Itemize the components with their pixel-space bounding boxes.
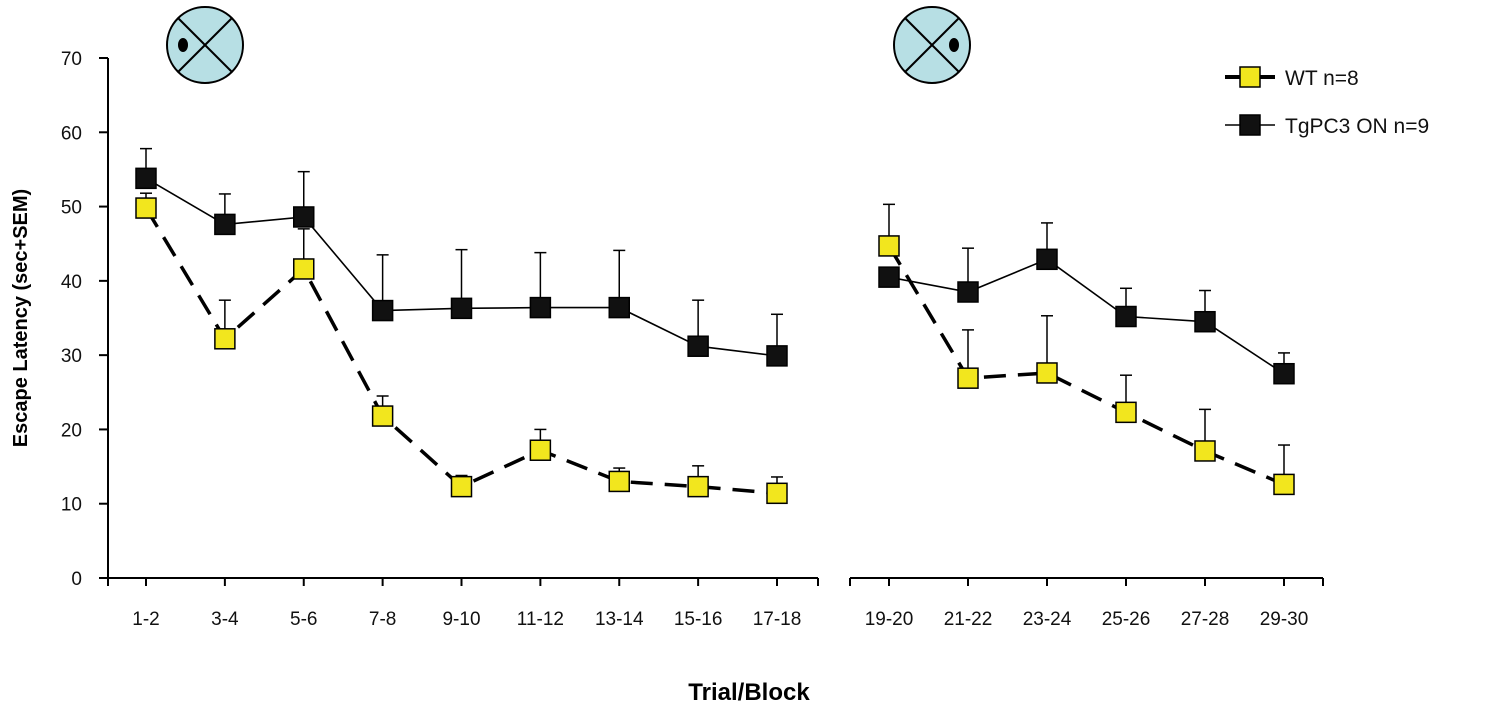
- series-markers: [135, 167, 1295, 505]
- data-point-marker: [135, 167, 157, 190]
- legend-item: WT n=8: [1225, 66, 1359, 90]
- x-tick-label: 21-22: [944, 609, 993, 630]
- data-point-marker: [878, 266, 900, 288]
- platform-location-icon: [893, 6, 971, 84]
- series-line: [887, 245, 1285, 487]
- data-point-marker: [687, 475, 709, 498]
- y-tick-label: 70: [61, 49, 82, 70]
- x-tick-label: 19-20: [865, 609, 914, 630]
- data-point-marker: [214, 213, 236, 236]
- data-point-marker: [608, 470, 630, 493]
- x-tick-label: 5-6: [290, 609, 317, 630]
- x-tick-label: 29-30: [1260, 609, 1309, 630]
- series-lines: [144, 177, 1285, 496]
- x-tick-label: 17-18: [753, 609, 802, 630]
- x-tick-label: 1-2: [132, 609, 159, 630]
- data-point-marker: [1115, 305, 1137, 328]
- data-point-marker: [450, 475, 473, 498]
- data-point-marker: [214, 328, 236, 350]
- data-point-marker: [1273, 473, 1295, 496]
- x-tick-label: 13-14: [595, 609, 644, 630]
- legend: WT n=8 TgPC3 ON n=9: [1225, 66, 1429, 138]
- data-point-marker: [766, 345, 788, 367]
- data-point-marker: [293, 258, 315, 280]
- data-point-marker: [1036, 248, 1058, 271]
- platform-icons: [166, 6, 971, 84]
- data-point-marker: [293, 206, 315, 228]
- y-axis-title: Escape Latency (sec+SEM): [10, 189, 32, 447]
- data-point-marker: [371, 299, 394, 322]
- data-point-marker: [957, 367, 979, 389]
- data-point-marker: [766, 482, 788, 505]
- data-point-marker: [135, 197, 157, 219]
- x-axis-title: Trial/Block: [688, 679, 810, 706]
- data-point-marker: [529, 296, 552, 319]
- y-tick-label: 20: [61, 420, 82, 441]
- y-tick-label: 60: [61, 123, 82, 144]
- x-tick-label: 3-4: [211, 609, 239, 630]
- legend-marker: [1239, 66, 1261, 88]
- data-point-marker: [878, 235, 900, 257]
- data-point-marker: [1273, 362, 1295, 385]
- series-line: [888, 258, 1285, 375]
- x-tick-label: 15-16: [674, 609, 723, 630]
- data-point-marker: [1115, 401, 1137, 424]
- x-tick-label: 7-8: [369, 609, 396, 630]
- legend-item: TgPC3 ON n=9: [1225, 114, 1429, 138]
- data-point-marker: [450, 297, 473, 320]
- x-tick-label: 9-10: [442, 609, 480, 630]
- axes: 0 10 20 30 40 50 60 70 1-2 3-4 5-6 7-8 9-10 11-12 13-…: [61, 49, 1324, 630]
- legend-marker: [1239, 114, 1261, 136]
- data-point-marker: [529, 439, 552, 461]
- y-tick-label: 40: [61, 272, 82, 293]
- x-tick-label: 11-12: [517, 609, 564, 630]
- x-tick-label: 27-28: [1181, 609, 1230, 630]
- legend-label: TgPC3 ON n=9: [1285, 115, 1429, 138]
- data-point-marker: [1194, 440, 1216, 462]
- y-tick-label: 10: [61, 495, 82, 516]
- data-point-marker: [1194, 310, 1216, 333]
- data-point-marker: [957, 281, 979, 303]
- y-tick-label: 50: [61, 198, 82, 219]
- y-tick-label: 0: [71, 569, 82, 590]
- y-tick-label: 30: [61, 346, 82, 367]
- data-point-marker: [687, 335, 709, 357]
- legend-label: WT n=8: [1285, 67, 1359, 90]
- data-point-marker: [608, 296, 630, 319]
- x-tick-label: 23-24: [1023, 609, 1072, 630]
- x-tick-label: 25-26: [1102, 609, 1151, 630]
- platform-location-icon: [166, 6, 244, 84]
- data-point-marker: [371, 405, 394, 427]
- data-point-marker: [1036, 362, 1058, 384]
